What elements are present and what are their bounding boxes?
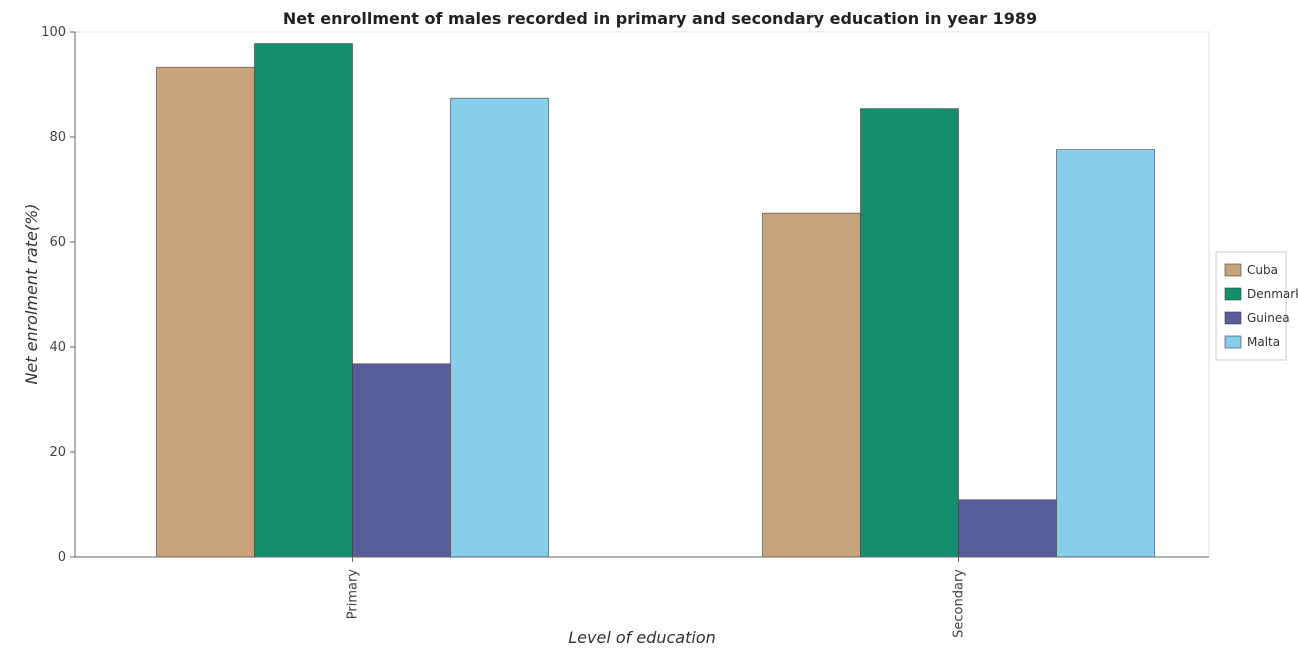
legend: Cuba Denmark Guinea Malta [1215,251,1298,361]
legend-label-denmark: Denmark [1247,287,1298,301]
legend-swatch-guinea [1224,311,1242,325]
chart-title: Net enrollment of males recorded in prim… [283,9,1037,28]
bar-guinea-secondary [958,499,1057,558]
y-tick-label: 100 [41,25,66,40]
y-tick-label: 60 [49,235,66,250]
bar-guinea-primary [352,363,451,558]
bars-group [156,43,1155,558]
legend-label-cuba: Cuba [1247,263,1278,277]
legend-label-guinea: Guinea [1247,311,1290,325]
bar-malta-secondary [1056,149,1155,558]
x-axis-ticks: Primary Secondary [346,557,967,638]
x-axis-label: Level of education [568,628,716,647]
legend-swatch-cuba [1224,263,1242,277]
bar-cuba-secondary [762,212,861,558]
x-tick-label: Secondary [952,569,967,638]
legend-swatch-malta [1224,335,1242,349]
bar-denmark-primary [254,43,353,558]
bar-cuba-primary [156,66,255,558]
y-tick-label: 20 [49,445,66,460]
legend-label-malta: Malta [1247,335,1280,349]
bar-malta-primary [450,97,549,558]
y-tick-label: 80 [49,130,66,145]
bar-denmark-secondary [860,108,959,558]
x-tick-label: Primary [346,569,361,620]
y-axis-ticks: 0 20 40 60 80 100 [41,25,75,565]
legend-swatch-denmark [1224,287,1242,301]
y-tick-label: 0 [58,550,66,565]
y-tick-label: 40 [49,340,66,355]
y-axis-label: Net enrolment rate(%) [22,203,41,384]
